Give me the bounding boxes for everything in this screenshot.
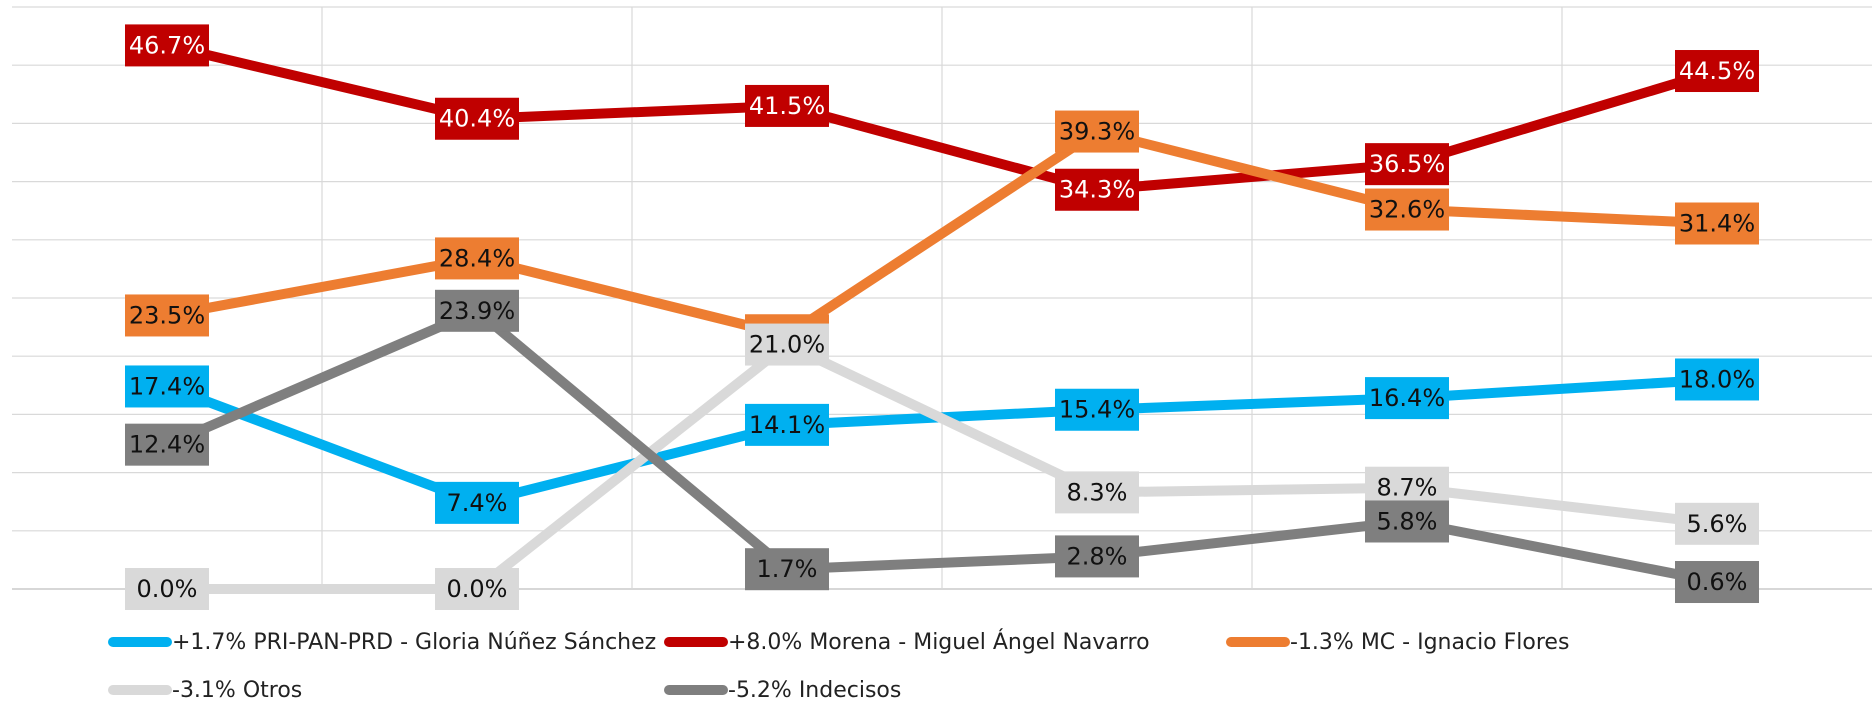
data-label: 5.8% <box>1377 507 1438 535</box>
data-label: 44.5% <box>1679 57 1755 85</box>
data-label-box <box>435 481 519 524</box>
legend-label: +8.0% Morena - Miguel Ángel Navarro <box>728 629 1150 655</box>
data-label: 23.9% <box>439 297 515 325</box>
data-label: 40.4% <box>439 105 515 133</box>
data-label: 12.4% <box>129 431 205 459</box>
data-label-box <box>125 365 209 408</box>
data-label: 23.5% <box>129 301 205 329</box>
data-label-box <box>1675 50 1759 93</box>
data-label-box <box>1055 535 1139 578</box>
legend-label: -1.3% MC - Ignacio Flores <box>1290 630 1569 655</box>
data-label-box <box>1675 502 1759 545</box>
data-label: 0.0% <box>137 575 198 603</box>
data-label-box <box>745 548 829 591</box>
data-label: 17.4% <box>129 372 205 400</box>
data-label-box <box>1365 377 1449 420</box>
data-label: 14.1% <box>749 411 825 439</box>
data-label-box <box>125 568 209 610</box>
data-label: 7.4% <box>447 489 508 517</box>
data-label: 0.6% <box>1687 568 1748 596</box>
data-label-box <box>435 289 519 332</box>
data-label: 39.3% <box>1059 118 1135 146</box>
data-label-box <box>435 568 519 610</box>
data-label: 32.6% <box>1369 196 1445 224</box>
data-label-box <box>1675 561 1759 604</box>
data-label: 8.7% <box>1377 474 1438 502</box>
data-label: 2.8% <box>1067 542 1128 570</box>
data-label: 18.0% <box>1679 365 1755 393</box>
data-label-box <box>745 84 829 127</box>
data-label: 31.4% <box>1679 210 1755 238</box>
data-label-box <box>1365 500 1449 543</box>
data-label: 34.3% <box>1059 176 1135 204</box>
data-label-box <box>125 24 209 67</box>
data-label-box <box>125 294 209 337</box>
data-label: 28.4% <box>439 244 515 272</box>
data-label-box <box>125 423 209 466</box>
legend-label: -3.1% Otros <box>172 678 302 703</box>
data-label-box <box>435 97 519 140</box>
data-label: 46.7% <box>129 31 205 59</box>
data-label: 15.4% <box>1059 396 1135 424</box>
data-label-box <box>1055 471 1139 514</box>
legend-label: -5.2% Indecisos <box>728 678 901 703</box>
data-label-box <box>745 403 829 446</box>
data-label-box <box>745 323 829 366</box>
data-label: 41.5% <box>749 92 825 120</box>
data-label: 8.3% <box>1067 478 1128 506</box>
data-label-box <box>1675 202 1759 245</box>
data-label: 16.4% <box>1369 384 1445 412</box>
data-label-box <box>1055 110 1139 153</box>
data-label: 21.0% <box>749 331 825 359</box>
data-label-box <box>1055 388 1139 431</box>
data-label-box <box>1365 188 1449 231</box>
legend-label: +1.7% PRI-PAN-PRD - Gloria Núñez Sánchez <box>172 630 656 655</box>
series-line <box>166 126 1718 341</box>
data-label-box <box>1675 358 1759 401</box>
data-label: 1.7% <box>757 555 818 583</box>
data-label: 5.6% <box>1687 510 1748 538</box>
series-line <box>165 305 1718 587</box>
data-label: 36.5% <box>1369 150 1445 178</box>
data-label-box <box>1365 143 1449 186</box>
data-label-box <box>1055 168 1139 211</box>
series-line <box>167 339 1718 594</box>
data-label-box <box>435 237 519 280</box>
series-line <box>165 40 1719 195</box>
data-label: 0.0% <box>447 575 508 603</box>
